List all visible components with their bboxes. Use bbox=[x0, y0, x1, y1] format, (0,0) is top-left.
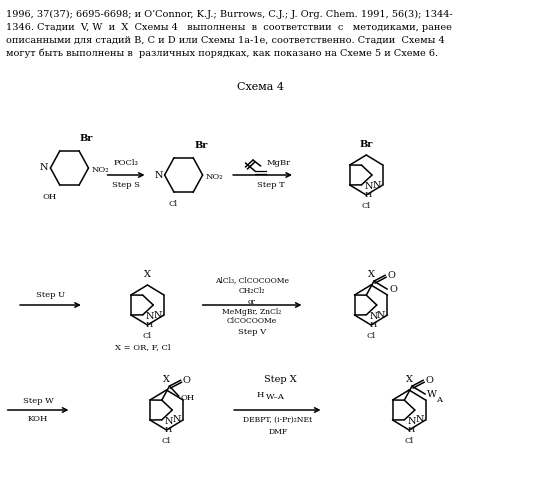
Text: X: X bbox=[144, 270, 151, 279]
Text: OH: OH bbox=[43, 194, 57, 202]
Text: A: A bbox=[436, 396, 442, 404]
Text: Cl: Cl bbox=[362, 202, 371, 210]
Text: NO₂: NO₂ bbox=[92, 166, 109, 174]
Text: W–A: W–A bbox=[266, 393, 285, 401]
Text: Step X: Step X bbox=[264, 376, 297, 384]
Text: могут быть выполнены в  различных порядках, как показано на Схеме 5 и Схеме 6.: могут быть выполнены в различных порядка… bbox=[5, 49, 438, 58]
Text: 1996, 37(37); 6695-6698; и O’Connor, K.J.; Burrows, C.J.; J. Org. Chem. 1991, 56: 1996, 37(37); 6695-6698; и O’Connor, K.J… bbox=[5, 10, 453, 19]
Text: AlCl₃, ClCOCOOMe: AlCl₃, ClCOCOOMe bbox=[215, 276, 289, 284]
Text: Step T: Step T bbox=[257, 181, 285, 189]
Text: N: N bbox=[372, 180, 381, 190]
Text: N: N bbox=[407, 418, 416, 426]
Text: Cl: Cl bbox=[143, 332, 152, 340]
Text: H: H bbox=[369, 321, 376, 329]
Text: H: H bbox=[407, 426, 415, 434]
Text: O: O bbox=[182, 376, 191, 384]
Text: N: N bbox=[377, 310, 386, 320]
Text: Cl: Cl bbox=[404, 437, 414, 445]
Text: Br: Br bbox=[194, 140, 208, 149]
Text: or: or bbox=[248, 298, 256, 306]
Text: X: X bbox=[163, 375, 170, 384]
Text: H: H bbox=[164, 426, 172, 434]
Text: N: N bbox=[164, 418, 173, 426]
Text: X = OR, F, Cl: X = OR, F, Cl bbox=[115, 343, 170, 351]
Text: DEBPT, (i-Pr)₂NEt: DEBPT, (i-Pr)₂NEt bbox=[243, 416, 312, 424]
Text: KOH: KOH bbox=[28, 415, 48, 423]
Text: Step V: Step V bbox=[238, 328, 266, 336]
Text: Cl: Cl bbox=[367, 332, 375, 340]
Text: Схема 4: Схема 4 bbox=[237, 82, 284, 92]
Text: O: O bbox=[425, 376, 433, 384]
Text: POCl₃: POCl₃ bbox=[113, 159, 138, 167]
Text: Cl: Cl bbox=[162, 437, 171, 445]
Text: N: N bbox=[154, 170, 163, 179]
Text: Br: Br bbox=[359, 140, 373, 149]
Text: W: W bbox=[427, 390, 437, 398]
Text: MgBr: MgBr bbox=[266, 159, 290, 167]
Text: H: H bbox=[146, 321, 153, 329]
Text: Step U: Step U bbox=[36, 291, 65, 299]
Text: N: N bbox=[415, 416, 424, 424]
Text: описанными для стадий B, C и D или Схемы 1a-1e, соответственно. Стадии  Схемы 4: описанными для стадий B, C и D или Схемы… bbox=[5, 36, 444, 45]
Text: Step S: Step S bbox=[112, 181, 140, 189]
Text: Step W: Step W bbox=[22, 397, 53, 405]
Text: DMF: DMF bbox=[268, 428, 287, 436]
Text: Br: Br bbox=[80, 134, 93, 142]
Text: Cl: Cl bbox=[169, 200, 178, 208]
Text: ClCOCOOMe: ClCOCOOMe bbox=[227, 317, 277, 325]
Text: N: N bbox=[153, 310, 162, 320]
Text: CH₂Cl₂: CH₂Cl₂ bbox=[239, 287, 265, 295]
Text: NO₂: NO₂ bbox=[206, 173, 223, 181]
Text: N: N bbox=[146, 312, 154, 322]
Text: MeMgBr, ZnCl₂: MeMgBr, ZnCl₂ bbox=[222, 308, 282, 316]
Text: 1346. Стадии  V, W  и  X  Схемы 4   выполнены  в  соответствии  с   методиками, : 1346. Стадии V, W и X Схемы 4 выполнены … bbox=[5, 23, 452, 32]
Text: O: O bbox=[389, 284, 397, 294]
Text: H: H bbox=[257, 391, 264, 399]
Text: N: N bbox=[173, 416, 181, 424]
Text: O: O bbox=[387, 270, 395, 280]
Text: N: N bbox=[364, 182, 373, 192]
Text: N: N bbox=[369, 312, 378, 322]
Text: X: X bbox=[406, 375, 413, 384]
Text: OH: OH bbox=[181, 394, 195, 402]
Text: H: H bbox=[364, 191, 372, 199]
Text: X: X bbox=[368, 270, 374, 279]
Text: N: N bbox=[40, 164, 49, 172]
